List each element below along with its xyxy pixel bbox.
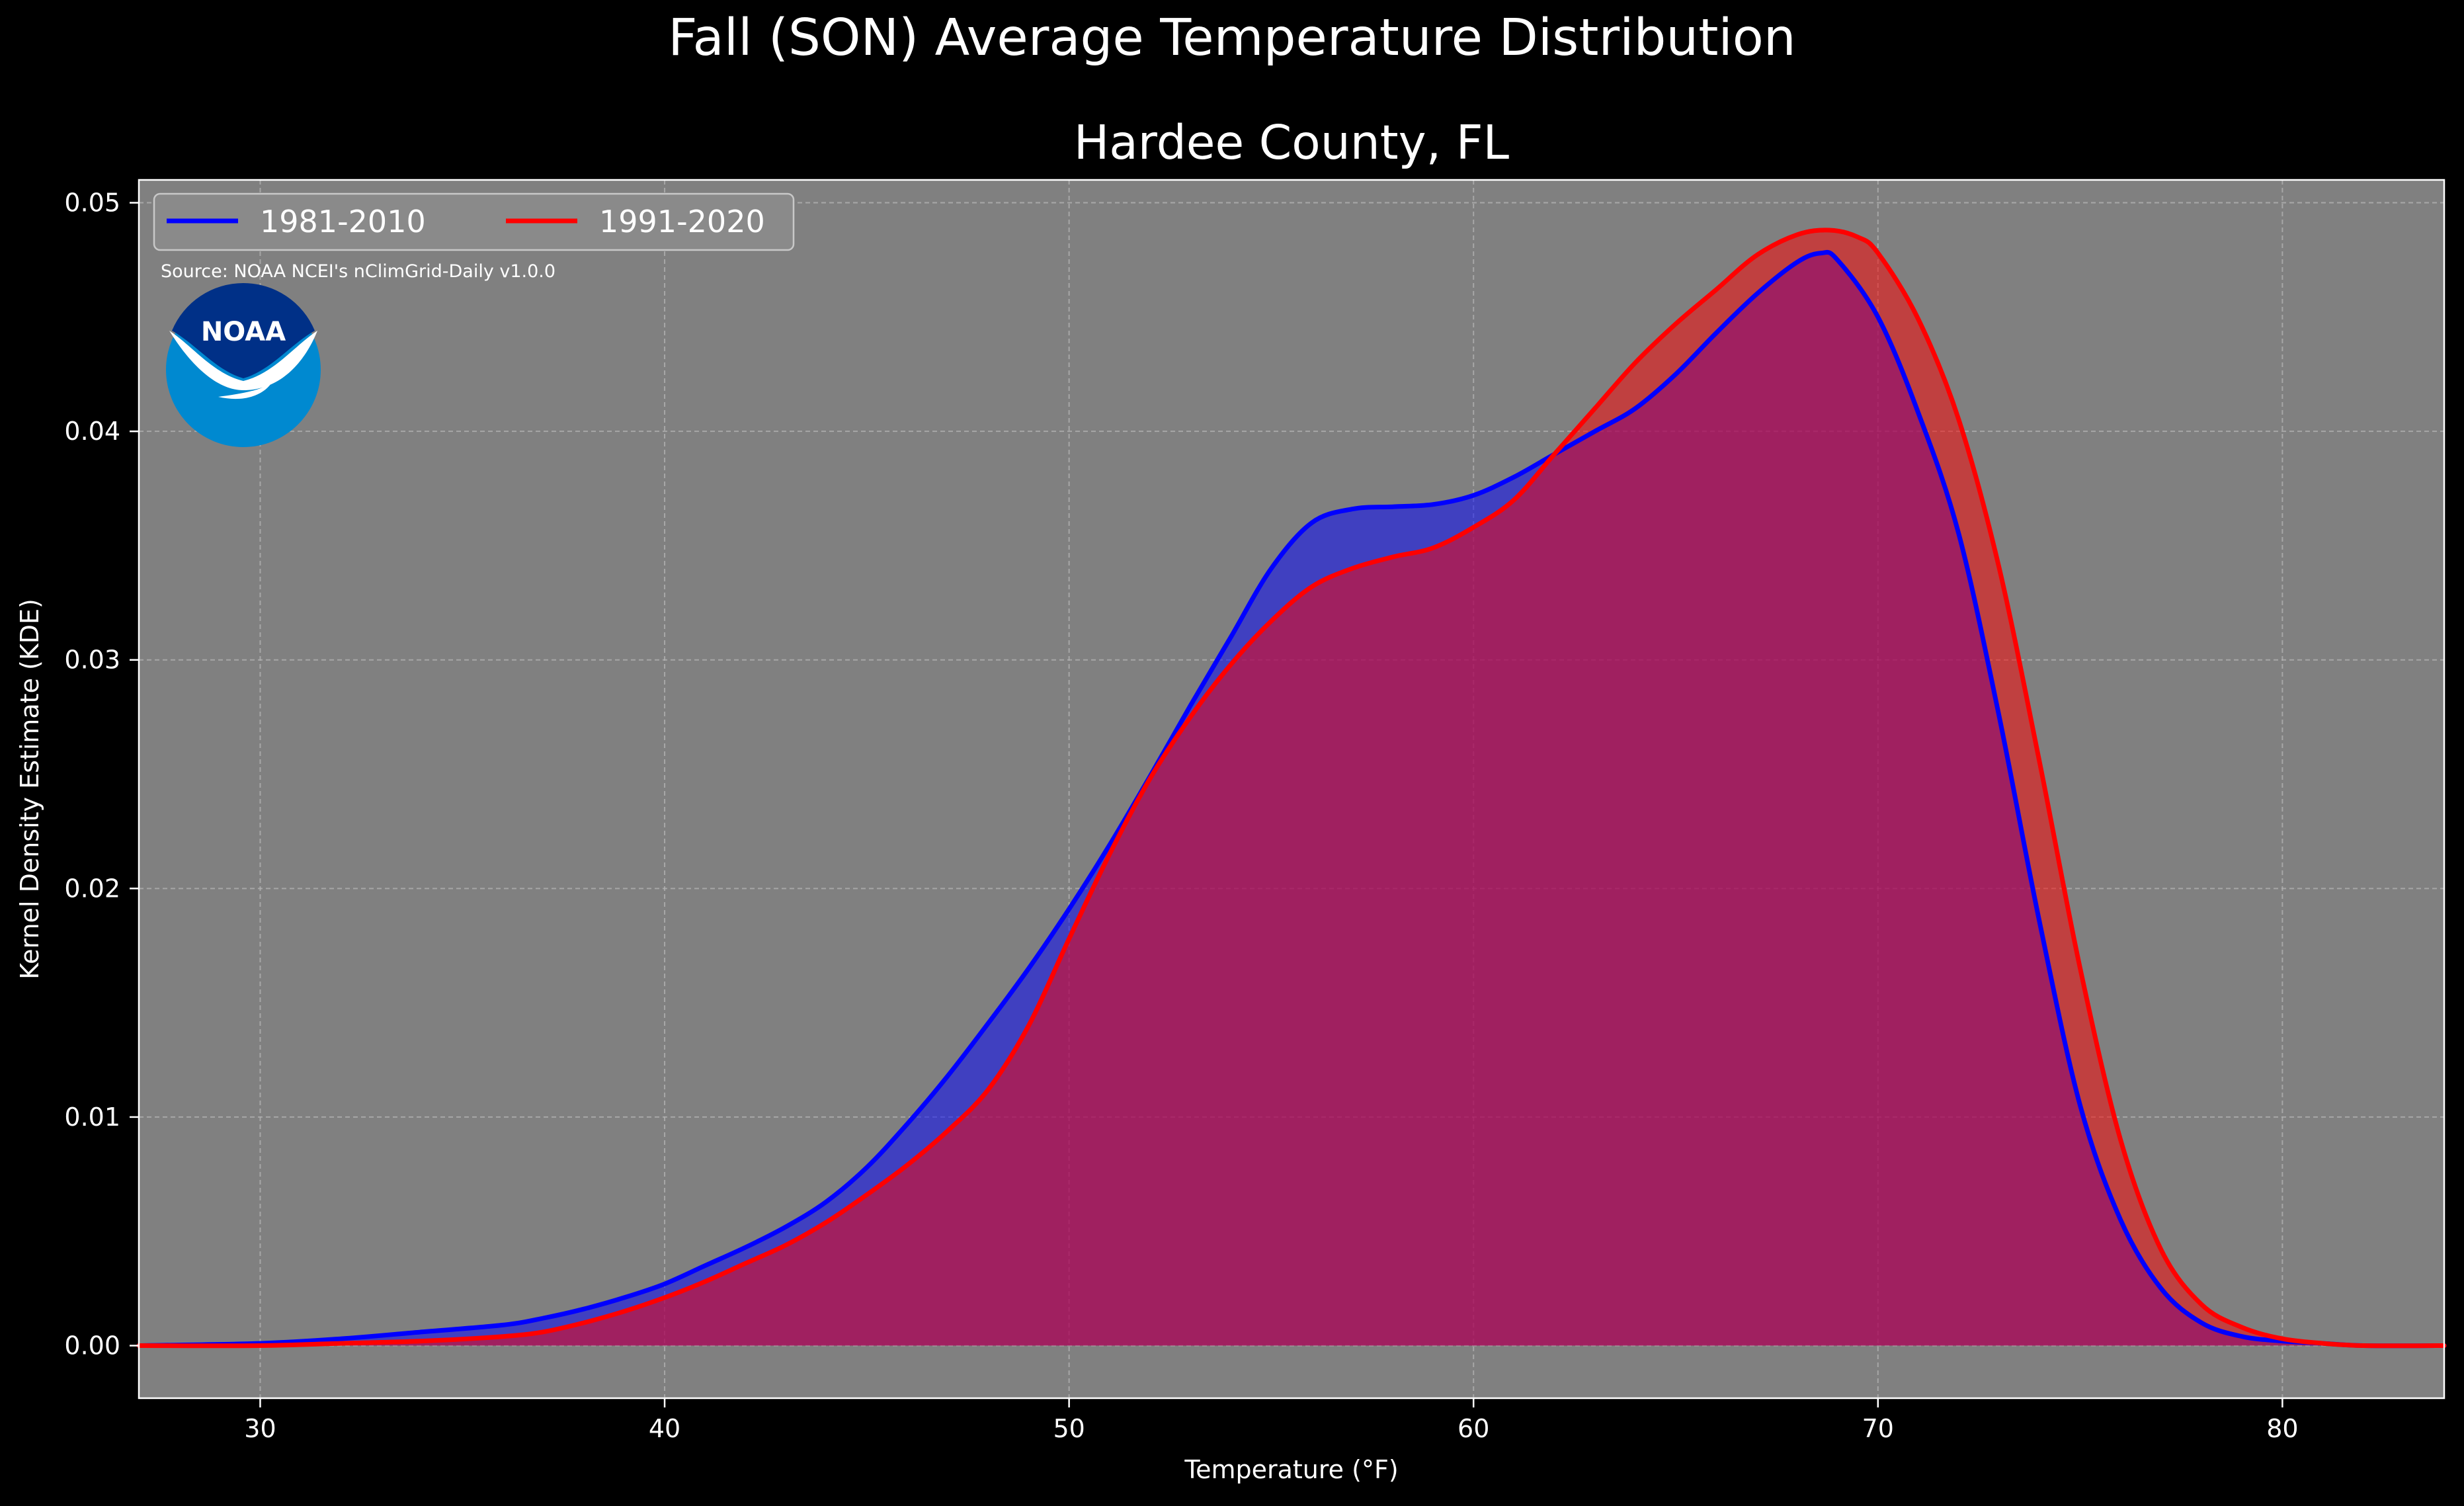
x-tick-label: 40 xyxy=(649,1414,680,1443)
y-tick-label: 0.05 xyxy=(64,188,120,218)
legend-label-1991-2020: 1991-2020 xyxy=(599,204,765,239)
noaa-logo-upper-dark xyxy=(172,283,315,378)
y-tick-label: 0.00 xyxy=(64,1331,120,1360)
density-areas xyxy=(139,230,2444,1346)
x-axis-label: Temperature (°F) xyxy=(1184,1455,1398,1484)
x-tick-label: 30 xyxy=(244,1414,276,1443)
x-tick-label: 60 xyxy=(1458,1414,1489,1443)
density-lines xyxy=(136,228,2447,1349)
plot-area-border xyxy=(138,179,2445,1400)
chart-subtitle: Hardee County, FL xyxy=(1074,115,1510,170)
source-note: Source: NOAA NCEI's nClimGrid-Daily v1.0… xyxy=(161,261,555,282)
y-tick-label: 0.04 xyxy=(64,417,120,446)
axis-ticks: 30 40 50 60 70 80 0.00 0.01 0.02 0.03 0.04 0.05 xyxy=(64,188,2298,1443)
series-line-1981-2010 xyxy=(136,249,2447,1349)
x-tick-label: 80 xyxy=(2266,1414,2298,1443)
x-tick-label: 70 xyxy=(1862,1414,1894,1443)
y-tick-label: 0.03 xyxy=(64,646,120,675)
chart-title: Fall (SON) Average Temperature Distribut… xyxy=(668,9,1795,67)
series-line-1991-2020 xyxy=(136,228,2447,1349)
legend-label-1981-2010: 1981-2010 xyxy=(260,204,426,239)
legend-box xyxy=(153,192,795,251)
noaa-logo-bird-icon xyxy=(169,331,317,399)
y-tick-label: 0.02 xyxy=(64,874,120,903)
noaa-logo: NOAA xyxy=(166,283,321,447)
legend: 1981-2010 1991-2020 xyxy=(153,192,795,251)
x-tick-label: 50 xyxy=(1053,1414,1085,1443)
y-tick-label: 0.01 xyxy=(64,1103,120,1132)
noaa-logo-text: NOAA xyxy=(201,317,286,347)
area-fill-1991-2020 xyxy=(139,230,2444,1346)
y-axis-label: Kernel Density Estimate (KDE) xyxy=(15,599,44,980)
